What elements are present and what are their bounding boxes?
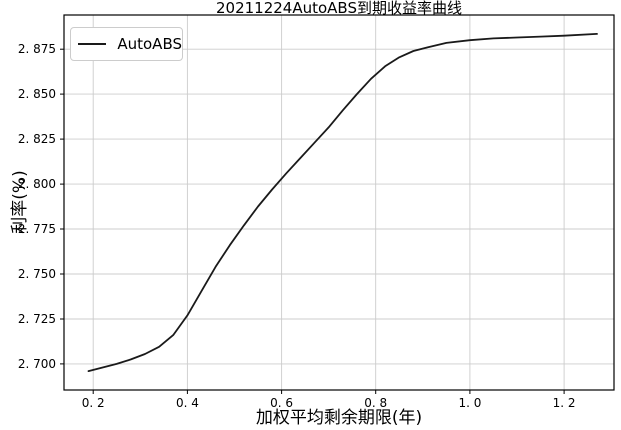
svg-text:1. 0: 1. 0 [458, 396, 481, 410]
legend-line-sample [78, 43, 107, 45]
svg-text:2. 800: 2. 800 [18, 177, 56, 191]
svg-text:2. 750: 2. 750 [18, 267, 56, 281]
legend: AutoABS [70, 27, 183, 61]
svg-text:2. 825: 2. 825 [18, 132, 56, 146]
svg-text:2. 850: 2. 850 [18, 87, 56, 101]
svg-text:2. 775: 2. 775 [18, 222, 56, 236]
svg-text:1. 2: 1. 2 [553, 396, 576, 410]
chart-title: 20211224AutoABS到期收益率曲线 [216, 0, 462, 17]
svg-text:0. 2: 0. 2 [82, 396, 105, 410]
svg-text:0. 8: 0. 8 [364, 396, 387, 410]
y-axis-label: 利率(%) [10, 170, 30, 234]
svg-text:2. 725: 2. 725 [18, 312, 56, 326]
svg-text:0. 4: 0. 4 [176, 396, 199, 410]
svg-text:0. 6: 0. 6 [270, 396, 293, 410]
svg-text:2. 700: 2. 700 [18, 357, 56, 371]
svg-text:2. 875: 2. 875 [18, 42, 56, 56]
legend-series-label: AutoABS [117, 35, 182, 53]
x-axis-label: 加权平均剩余期限(年) [255, 408, 423, 428]
